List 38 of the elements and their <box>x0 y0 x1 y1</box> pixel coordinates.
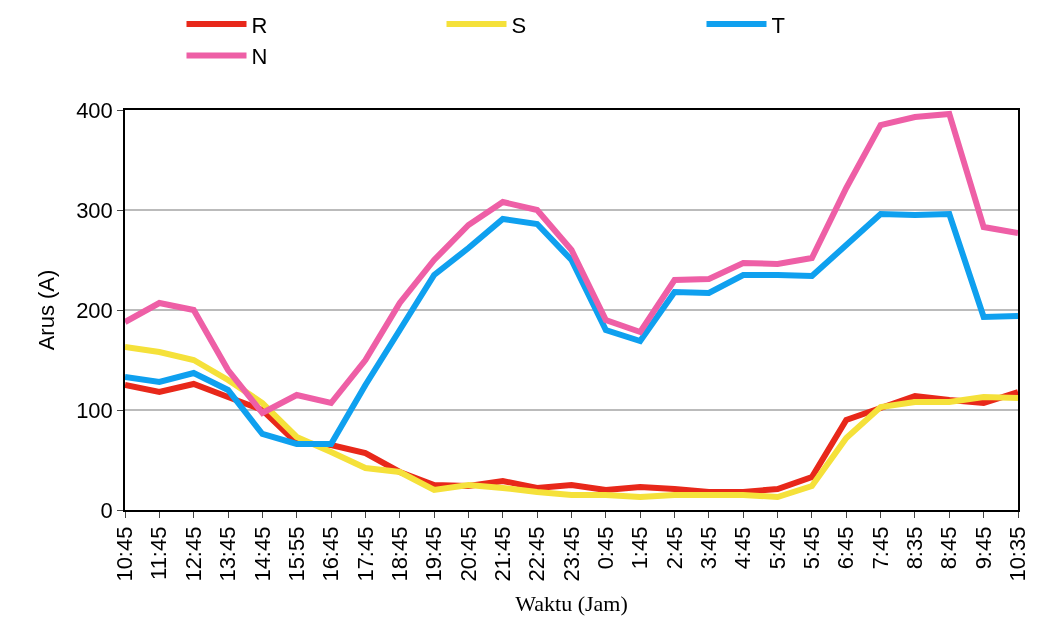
x-tick-label: 16:45 <box>318 526 344 582</box>
x-tick-label: 3:45 <box>696 526 722 570</box>
x-tick-label: 4:45 <box>730 526 756 570</box>
x-tick-label: 1:45 <box>627 526 653 570</box>
x-tick-label: 5:45 <box>764 526 790 570</box>
x-tick-label: 18:45 <box>386 526 412 582</box>
x-tick-label: 8:45 <box>936 526 962 570</box>
x-tick-label: 6:45 <box>833 526 859 570</box>
x-tick-label: 20:45 <box>455 526 481 582</box>
x-tick-label: 19:45 <box>421 526 447 582</box>
y-axis-title: Arus (A) <box>34 269 60 351</box>
x-tick-label: 11:45 <box>146 526 172 580</box>
x-tick-label: 17:45 <box>352 526 378 582</box>
x-tick-label: 2:45 <box>661 526 687 570</box>
x-tick-label: 23:45 <box>558 526 584 582</box>
x-tick-label: 13:45 <box>215 526 241 582</box>
x-tick-label: 9:45 <box>970 526 996 570</box>
x-tick-label: 14:45 <box>249 526 275 582</box>
x-tick-label: 21:45 <box>489 526 515 582</box>
y-tick-label: 200 <box>76 297 113 323</box>
x-tick-label: 10:35 <box>1005 526 1031 582</box>
x-tick-label: 5:45 <box>799 526 825 570</box>
y-tick-label: 100 <box>76 397 113 423</box>
x-tick-label: 22:45 <box>524 526 550 582</box>
x-tick-label: 8:35 <box>902 526 928 570</box>
x-tick-label: 12:45 <box>180 526 206 582</box>
x-axis-title: Waktu (Jam) <box>515 591 628 617</box>
y-tick-label: 300 <box>76 197 113 223</box>
x-tick-label: 15:55 <box>283 526 309 582</box>
y-tick-label: 0 <box>100 497 113 523</box>
x-tick-label: 0:45 <box>593 526 618 570</box>
x-tick-label: 10:45 <box>112 526 138 582</box>
legend-label: S <box>511 12 527 38</box>
legend-label: R <box>251 12 268 38</box>
y-tick-label: 400 <box>76 97 113 123</box>
legend-label: T <box>771 12 785 38</box>
x-tick-label: 7:45 <box>867 526 893 570</box>
legend-label: N <box>251 44 268 70</box>
